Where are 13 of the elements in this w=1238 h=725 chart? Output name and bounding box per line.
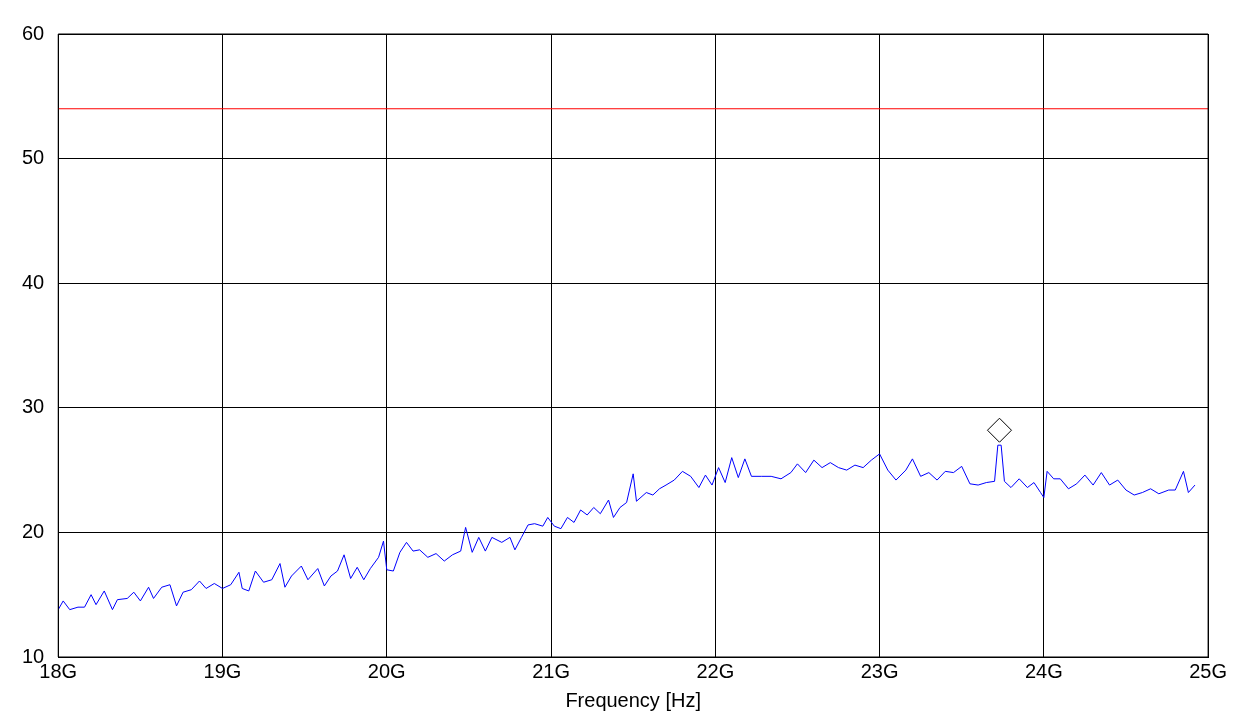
x-tick-label: 20G: [367, 659, 406, 682]
y-tick-label: 30: [22, 395, 45, 418]
x-tick-label: 19G: [203, 659, 242, 682]
y-tick-label: 50: [22, 146, 45, 169]
x-tick-label: 24G: [1024, 659, 1063, 682]
y-tick-label: 20: [22, 519, 45, 542]
y-tick-label: 60: [22, 21, 45, 44]
y-tick-label: 40: [22, 270, 45, 293]
x-axis-title: Frequency [Hz]: [565, 688, 701, 711]
x-tick-label: 25G: [1189, 659, 1227, 682]
x-tick-label: 21G: [532, 659, 570, 682]
x-tick-label: 22G: [696, 659, 735, 682]
x-tick-label: 23G: [860, 659, 899, 682]
